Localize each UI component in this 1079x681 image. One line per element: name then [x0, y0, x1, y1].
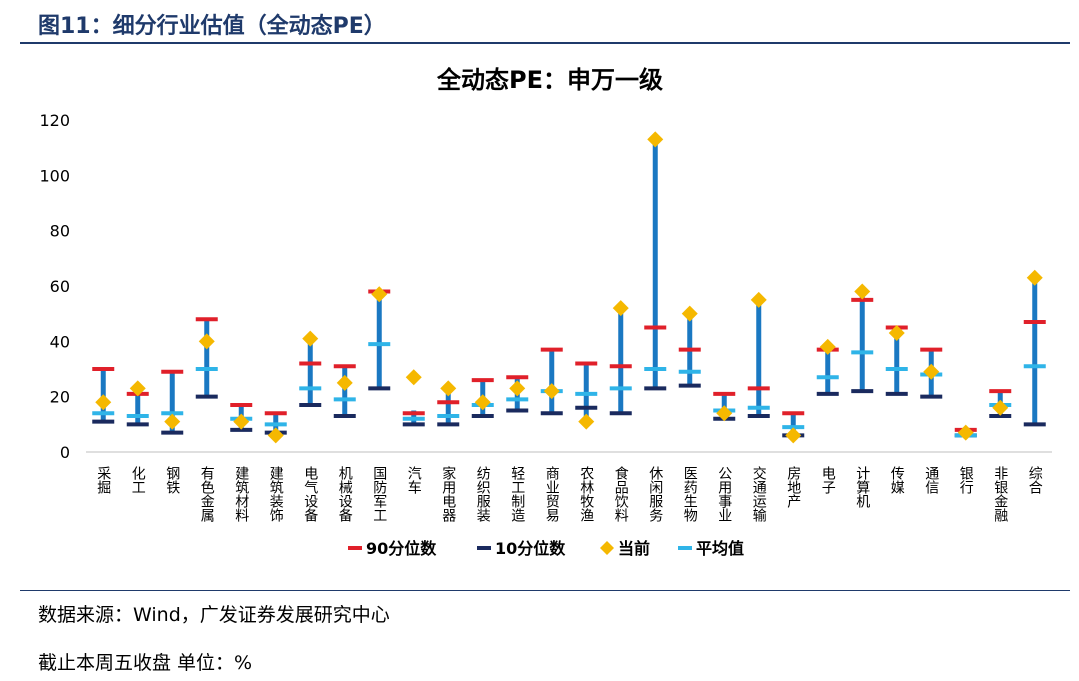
- y-axis: 0 20 40 60 80 100 120: [39, 111, 70, 462]
- x-tick-label: 公用事业: [716, 466, 732, 522]
- top-rule: [20, 42, 1070, 44]
- current-marker: [819, 338, 836, 355]
- x-tick-label: 食品饮料: [613, 465, 629, 522]
- current-marker: [474, 394, 491, 411]
- current-marker: [509, 380, 526, 397]
- bottom-rule: [20, 590, 1070, 591]
- y-tick-label: 100: [39, 166, 70, 185]
- current-marker: [405, 369, 422, 386]
- current-marker: [785, 427, 802, 444]
- x-tick-label: 化工: [130, 466, 146, 494]
- x-tick-label: 国防军工: [371, 466, 387, 522]
- figure-title: 图11：细分行业估值（全动态PE）: [38, 14, 386, 39]
- current-marker: [612, 300, 629, 317]
- current-marker: [198, 333, 215, 350]
- current-marker: [233, 413, 250, 430]
- current-marker: [336, 374, 353, 391]
- current-marker: [750, 291, 767, 308]
- y-tick-label: 60: [50, 277, 70, 296]
- y-tick-label: 0: [60, 443, 70, 462]
- current-marker: [95, 394, 112, 411]
- x-tick-label: 钢铁: [164, 466, 180, 494]
- x-tick-label: 商业贸易: [544, 466, 560, 522]
- current-marker: [647, 131, 664, 148]
- current-marker: [992, 399, 1009, 416]
- current-marker: [267, 427, 284, 444]
- current-marker: [578, 413, 595, 430]
- current-marker: [164, 413, 181, 430]
- current-marker: [681, 305, 698, 322]
- current-marker: [716, 405, 733, 422]
- x-tick-label: 休闲服务: [647, 466, 663, 522]
- unit-note: 截止本周五收盘 单位：%: [38, 652, 253, 674]
- legend-label: 平均值: [696, 539, 744, 558]
- current-marker: [854, 283, 871, 300]
- chart-legend: 90分位数 10分位数 当前 平均值: [348, 539, 744, 558]
- y-tick-label: 20: [50, 388, 70, 407]
- legend-label: 10分位数: [495, 539, 566, 558]
- current-marker: [957, 424, 974, 441]
- chart-marks: [92, 131, 1046, 444]
- legend-label: 当前: [618, 539, 650, 558]
- x-axis: 采掘 化工 钢铁 有色金属 建筑材料 建筑装饰 电气设备 机械设备 国防军工 汽车 家用电器 纺织服装…: [86, 451, 1052, 523]
- current-marker: [888, 325, 905, 342]
- x-tick-label: 轻工制造: [509, 466, 525, 523]
- x-tick-label: 家用电器: [440, 465, 456, 522]
- current-marker: [440, 380, 457, 397]
- x-tick-label: 医药生物: [682, 466, 698, 523]
- x-tick-label: 建筑装饰: [268, 466, 284, 522]
- x-tick-label: 采掘: [95, 466, 111, 494]
- legend-label: 90分位数: [366, 539, 437, 558]
- x-tick-label: 机械设备: [337, 466, 353, 522]
- x-tick-label: 交通运输: [751, 465, 767, 522]
- x-tick-label: 传媒: [889, 466, 905, 494]
- current-marker: [1026, 269, 1043, 286]
- x-tick-label: 建筑材料: [233, 466, 249, 522]
- source-note: 数据来源：Wind，广发证券发展研究中心: [38, 604, 390, 626]
- legend-swatch: [600, 541, 614, 555]
- x-tick-label: 有色金属: [199, 466, 215, 522]
- x-tick-label: 农林牧渔: [578, 466, 594, 522]
- x-tick-label: 计算机: [854, 466, 870, 509]
- chart-title: 全动态PE：申万一级: [436, 66, 663, 94]
- x-tick-label: 通信: [923, 466, 939, 494]
- x-tick-label: 汽车: [406, 466, 422, 494]
- current-marker: [302, 330, 319, 347]
- x-tick-label: 房地产: [785, 466, 801, 509]
- x-tick-label: 电子: [820, 466, 836, 494]
- x-tick-label: 电气设备: [302, 466, 318, 522]
- y-tick-label: 120: [39, 111, 70, 130]
- y-tick-label: 40: [50, 332, 70, 351]
- x-tick-label: 非银金融: [992, 466, 1008, 522]
- x-tick-label: 综合: [1027, 466, 1043, 494]
- current-marker: [543, 383, 560, 400]
- x-tick-label: 纺织服装: [475, 466, 491, 522]
- pe-range-chart: 全动态PE：申万一级 0 20 40 60 80 100 120 采掘 化工 钢铁 有色金属 建筑材…: [39, 66, 1052, 558]
- current-marker: [129, 380, 146, 397]
- y-tick-label: 80: [50, 222, 70, 241]
- current-marker: [371, 286, 388, 303]
- x-tick-label: 银行: [958, 466, 974, 495]
- current-marker: [923, 363, 940, 380]
